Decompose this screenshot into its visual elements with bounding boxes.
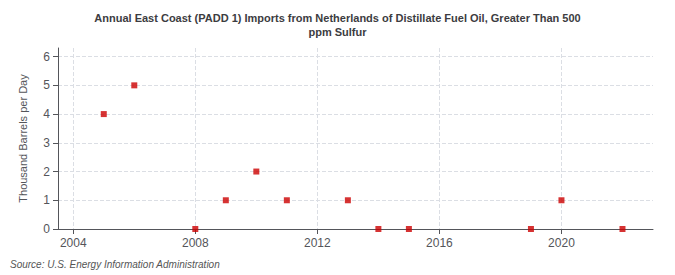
svg-text:2020: 2020 <box>548 236 575 250</box>
svg-text:2: 2 <box>43 165 50 179</box>
svg-text:Thousand Barrels per Day: Thousand Barrels per Day <box>17 74 29 203</box>
svg-text:Source: U.S. Energy Informatio: Source: U.S. Energy Information Administ… <box>10 259 220 270</box>
svg-text:2016: 2016 <box>426 236 453 250</box>
svg-text:0: 0 <box>43 222 50 236</box>
svg-text:3: 3 <box>43 136 50 150</box>
svg-text:2008: 2008 <box>182 236 209 250</box>
svg-text:2004: 2004 <box>60 236 87 250</box>
svg-text:4: 4 <box>43 107 50 121</box>
svg-text:ppm Sulfur: ppm Sulfur <box>308 26 367 38</box>
svg-text:1: 1 <box>43 193 50 207</box>
svg-text:Annual East Coast (PADD 1) Imp: Annual East Coast (PADD 1) Imports from … <box>94 12 580 24</box>
svg-text:5: 5 <box>43 78 50 92</box>
svg-text:2012: 2012 <box>304 236 331 250</box>
svg-text:6: 6 <box>43 50 50 64</box>
